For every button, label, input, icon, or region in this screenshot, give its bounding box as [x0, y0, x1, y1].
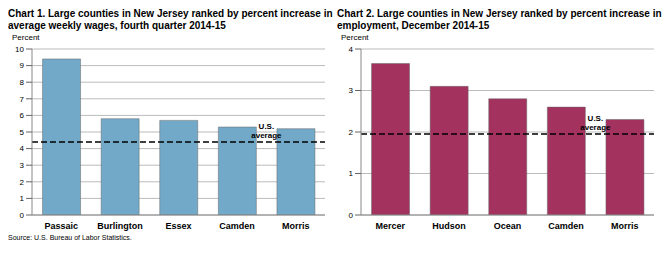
html-text:Percent: Percent: [341, 33, 369, 42]
svg-text:4: 4: [349, 45, 354, 54]
svg-text:Mercer: Mercer: [376, 221, 406, 231]
svg-text:Ocean: Ocean: [494, 221, 522, 231]
svg-text:U.S.average: U.S.average: [251, 122, 282, 140]
svg-text:1: 1: [349, 169, 354, 178]
svg-text:6: 6: [20, 111, 25, 120]
svg-text:2: 2: [349, 128, 354, 137]
svg-text:Burlington: Burlington: [97, 221, 143, 231]
svg-text:4: 4: [20, 144, 25, 153]
html-text:Chart 1. Large counties in New: Chart 1. Large counties in New Jersey ra…: [8, 8, 333, 31]
svg-text:3: 3: [20, 161, 25, 170]
svg-text:1: 1: [20, 194, 25, 203]
svg-text:2: 2: [20, 178, 25, 187]
svg-text:0: 0: [20, 211, 25, 220]
svg-text:3: 3: [349, 86, 354, 95]
svg-text:0: 0: [349, 211, 354, 220]
html-text:Source: U.S. Bureau of Labor S: Source: U.S. Bureau of Labor Statistics.: [8, 234, 132, 241]
svg-text:8: 8: [20, 78, 25, 87]
html-text:Percent: Percent: [12, 33, 40, 42]
html-text:Chart 2. Large counties in New: Chart 2. Large counties in New Jersey ra…: [337, 8, 662, 31]
svg-text:Morris: Morris: [282, 221, 310, 231]
svg-text:10: 10: [15, 45, 24, 54]
svg-text:7: 7: [20, 95, 25, 104]
svg-text:U.S.average: U.S.average: [580, 114, 611, 132]
svg-text:Passaic: Passaic: [45, 221, 79, 231]
svg-text:5: 5: [20, 128, 25, 137]
svg-text:Hudson: Hudson: [432, 221, 466, 231]
svg-text:Camden: Camden: [548, 221, 584, 231]
svg-text:9: 9: [20, 61, 25, 70]
svg-text:Morris: Morris: [611, 221, 639, 231]
svg-text:Essex: Essex: [165, 221, 191, 231]
svg-text:Camden: Camden: [219, 221, 255, 231]
